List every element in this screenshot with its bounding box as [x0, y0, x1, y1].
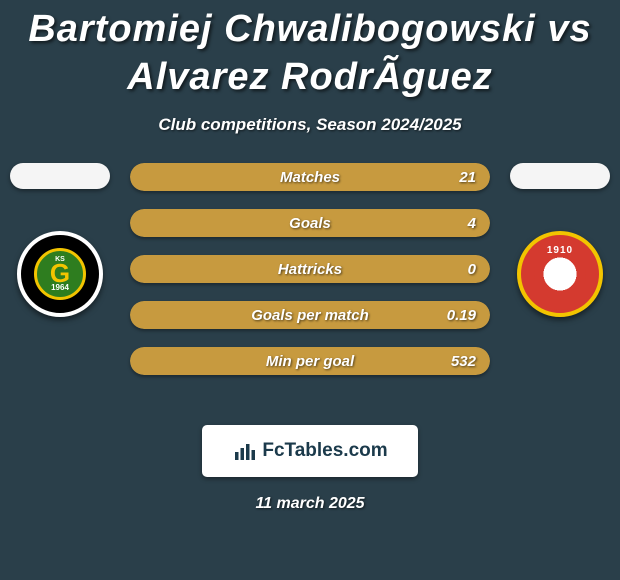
player-right-club-logo: 1910 [517, 231, 603, 317]
player-left-column: KS G 1964 [10, 163, 110, 317]
logo-top-text: 1910 [547, 245, 573, 256]
stat-label: Matches [130, 169, 490, 186]
stat-label: Min per goal [130, 353, 490, 370]
date-text: 11 march 2025 [0, 495, 620, 513]
page-title: Bartomiej Chwalibogowski vs Alvarez Rodr… [0, 0, 620, 101]
stat-row: Goals per match0.19 [130, 301, 490, 329]
stats-container: Matches21 Goals4 Hattricks0 Goals per match… [130, 163, 490, 375]
stat-label: Goals per match [130, 307, 490, 324]
stat-label: Goals [130, 215, 490, 232]
player-right-name-pill [510, 163, 610, 189]
stat-right-value: 21 [459, 169, 476, 186]
stat-row: Matches21 [130, 163, 490, 191]
footer-brand-text: FcTables.com [262, 440, 387, 462]
stat-row: Goals4 [130, 209, 490, 237]
stat-right-value: 4 [468, 215, 476, 232]
stat-right-value: 532 [451, 353, 476, 370]
comparison-area: KS G 1964 1910 Matches21Goals4Hattricks0… [0, 163, 620, 403]
chart-icon [232, 439, 256, 463]
player-left-club-logo: KS G 1964 [17, 231, 103, 317]
stat-label: Hattricks [130, 261, 490, 278]
footer-brand-badge: FcTables.com [202, 425, 418, 477]
player-right-column: 1910 [510, 163, 610, 317]
logo-center [546, 260, 574, 288]
logo-letter: G [50, 263, 70, 284]
stat-right-value: 0 [468, 261, 476, 278]
subtitle: Club competitions, Season 2024/2025 [0, 115, 620, 135]
stat-row: Min per goal532 [130, 347, 490, 375]
logo-year: 1964 [51, 283, 69, 292]
stat-row: Hattricks0 [130, 255, 490, 283]
stat-right-value: 0.19 [447, 307, 476, 324]
club-logo-inner: KS G 1964 [34, 248, 86, 300]
player-left-name-pill [10, 163, 110, 189]
